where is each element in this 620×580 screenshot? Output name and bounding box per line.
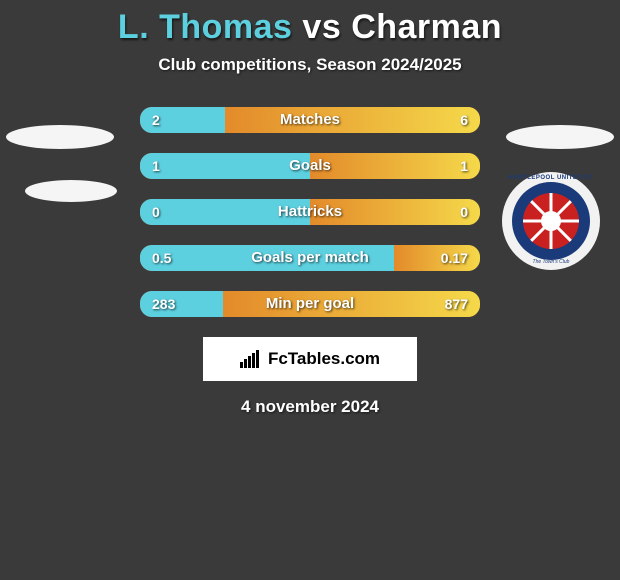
vs-text: vs — [302, 8, 341, 46]
subtitle: Club competitions, Season 2024/2025 — [0, 55, 620, 75]
player2-club-badge: HARTLEPOOL UNITED FC The Town's Club — [502, 172, 600, 270]
club-badge-wheel — [523, 193, 579, 249]
player2-name: Charman — [351, 8, 502, 46]
club-badge-inner — [512, 182, 590, 260]
snapshot-date: 4 november 2024 — [0, 397, 620, 417]
club-badge-top-text: HARTLEPOOL UNITED FC — [502, 175, 600, 181]
stat-label: Matches — [140, 107, 480, 133]
stat-label: Min per goal — [140, 291, 480, 317]
player1-avatar-placeholder — [6, 125, 114, 149]
brand-box: FcTables.com — [203, 337, 417, 381]
player1-name: L. Thomas — [118, 8, 293, 46]
stat-row: 00Hattricks — [140, 199, 480, 225]
stat-row: 26Matches — [140, 107, 480, 133]
player2-avatar-placeholder — [506, 125, 614, 149]
club-badge-bottom-text: The Town's Club — [502, 259, 600, 265]
stat-row: 11Goals — [140, 153, 480, 179]
brand-text: FcTables.com — [268, 349, 380, 369]
stat-label: Goals per match — [140, 245, 480, 271]
comparison-title: L. Thomas vs Charman — [0, 0, 620, 47]
stat-bars: 26Matches 11Goals 00Hattricks 0.50.17Goals … — [140, 107, 480, 317]
player1-club-placeholder — [25, 180, 117, 202]
stat-label: Goals — [140, 153, 480, 179]
brand-bars-icon — [240, 350, 262, 368]
stat-row: 283877Min per goal — [140, 291, 480, 317]
stat-row: 0.50.17Goals per match — [140, 245, 480, 271]
stat-label: Hattricks — [140, 199, 480, 225]
